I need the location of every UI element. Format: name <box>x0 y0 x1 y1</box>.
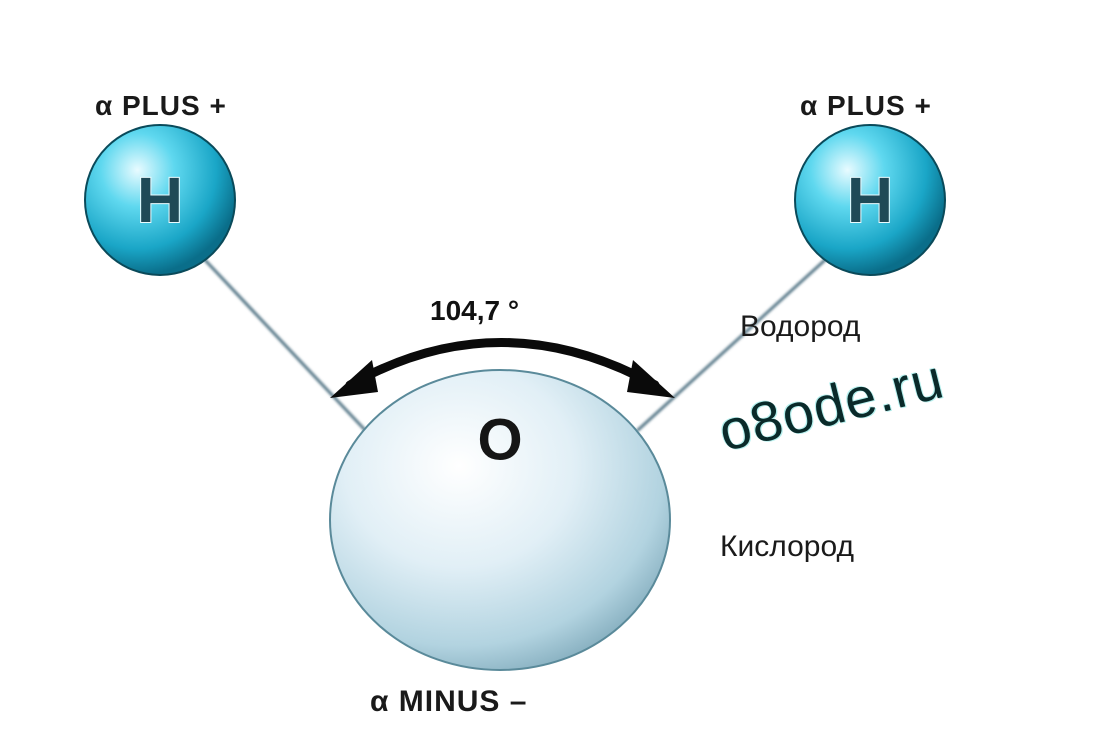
bond-left-line <box>205 260 365 430</box>
hydrogen-left-charge-label: α PLUS + <box>95 90 227 122</box>
oxygen-charge-label: α MINUS – <box>370 685 527 719</box>
angle-arrow-left <box>330 360 378 398</box>
hydrogen-name-label: Водород <box>740 310 860 344</box>
oxygen-name-label: Кислород <box>720 530 854 564</box>
hydrogen-right-symbol: H <box>847 164 893 236</box>
angle-arrow-right <box>627 360 675 398</box>
bond-angle-value: 104,7 ° <box>430 295 519 327</box>
molecule-diagram: H H O α PLUS + α PLUS + α MINUS – 104,7 … <box>0 0 1095 740</box>
hydrogen-left-symbol: H <box>137 164 183 236</box>
oxygen-symbol: O <box>477 408 522 473</box>
hydrogen-right-charge-label: α PLUS + <box>800 90 932 122</box>
